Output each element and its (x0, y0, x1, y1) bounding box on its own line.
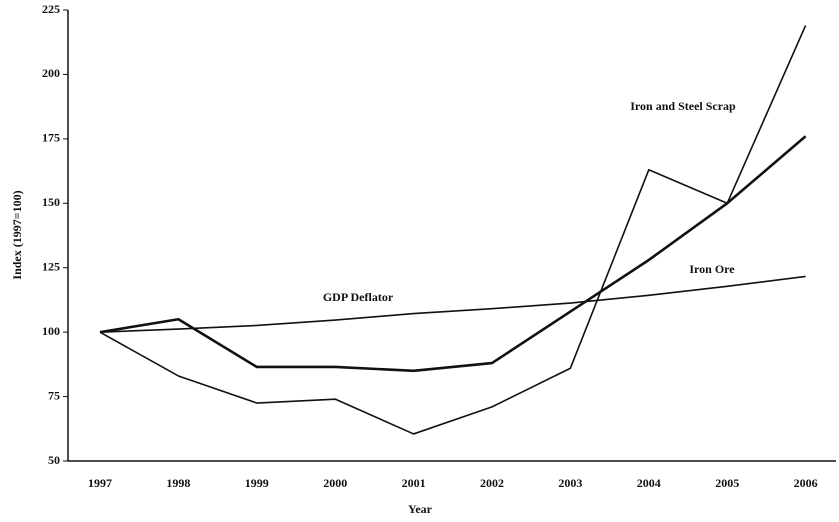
x-tick-label: 2005 (715, 476, 739, 490)
y-tick-label: 200 (42, 66, 60, 80)
y-tick-label: 175 (42, 131, 60, 145)
series-label: GDP Deflator (323, 290, 394, 304)
series-line (99, 25, 807, 435)
x-tick-label: 1997 (88, 476, 112, 490)
x-tick-label: 1999 (245, 476, 269, 490)
series-label: Iron Ore (689, 262, 735, 276)
y-axis-label: Index (1997=100) (10, 190, 24, 279)
y-tick-label: 100 (42, 324, 60, 338)
y-tick-label: 150 (42, 195, 60, 209)
y-tick-label: 225 (42, 2, 60, 16)
series-line (99, 135, 807, 373)
x-tick-label: 2001 (402, 476, 426, 490)
y-tick-label: 50 (48, 453, 60, 467)
x-tick-label: 2006 (794, 476, 818, 490)
series-label: Iron and Steel Scrap (630, 99, 736, 113)
x-tick-label: 1998 (166, 476, 190, 490)
x-tick-label: 2000 (323, 476, 347, 490)
x-tick-label: 2003 (558, 476, 582, 490)
y-tick-label: 125 (42, 259, 60, 273)
series-line (99, 275, 806, 333)
x-tick-label: 2002 (480, 476, 504, 490)
x-tick-label: 2004 (637, 476, 661, 490)
y-tick-label: 75 (48, 388, 60, 402)
x-axis-label: Year (408, 502, 433, 516)
